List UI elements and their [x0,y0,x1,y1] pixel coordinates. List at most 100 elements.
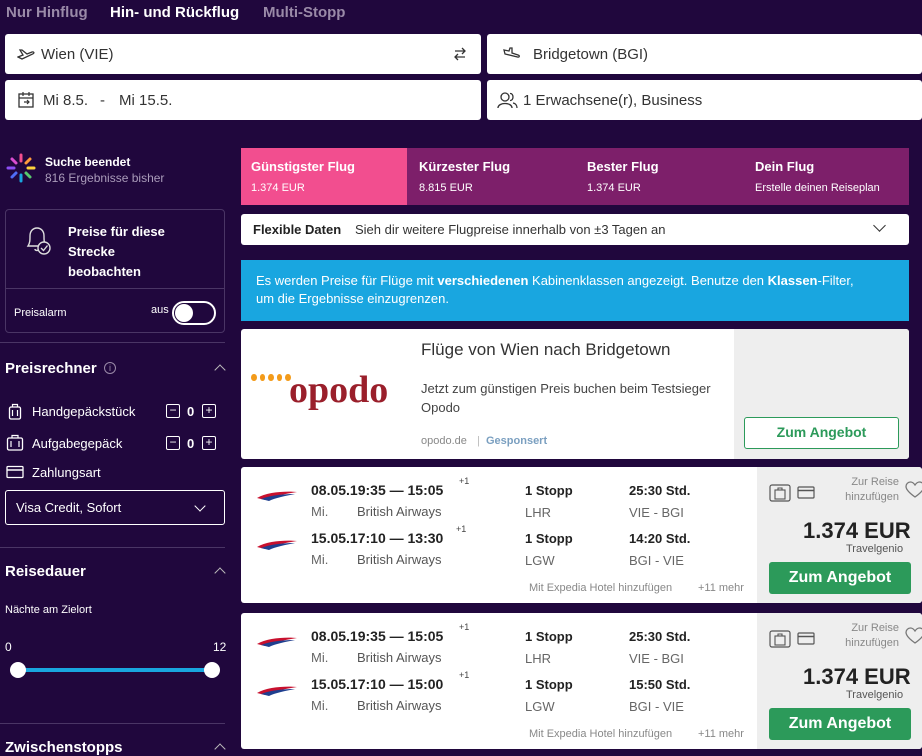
checked-luggage-icon [6,434,24,451]
tab-one-way[interactable]: Nur Hinflug [6,4,88,21]
credit-card-icon [797,632,815,645]
result-provider: Travelgenio [846,689,904,701]
leg-day: Mi. [311,504,329,519]
price-alarm-toggle[interactable] [172,301,216,325]
sponsored-ad-card[interactable]: opodo Flüge von Wien nach Bridgetown Jet… [241,329,909,459]
day-offset: +1 [456,524,467,534]
sort-tab-best[interactable]: Bester Flug 1.374 EUR [577,148,743,205]
checked-luggage-minus-button[interactable]: − [166,436,180,450]
date-separator: - [100,91,106,109]
payment-select[interactable]: Visa Credit, Sofort [5,490,225,525]
result-price-panel: Zur Reise hinzufügen 1.374 EUR Travelgen… [757,467,922,603]
sort-tab-your-flight[interactable]: Dein Flug Erstelle deinen Reiseplan [745,148,909,205]
more-options-link[interactable]: +11 mehr [698,582,744,594]
british-airways-logo-icon [257,637,297,647]
calendar-icon [18,92,34,108]
sort-tab-cheapest[interactable]: Günstigster Flug 1.374 EUR [241,148,407,205]
nights-label: Nächte am Zielort [5,604,92,616]
notice-text: Kabinenklassen angezeigt. Benutze den [528,273,768,288]
return-date[interactable]: Mi 15.5. [119,91,173,109]
plane-takeoff-icon [17,49,35,60]
result-price-panel: Zur Reise hinzufügen 1.374 EUR Travelgen… [757,613,922,749]
leg-stops: 1 Stopp [525,629,573,644]
origin-value: Wien (VIE) [41,45,114,63]
hand-luggage-label: Handgepäckstück [32,404,136,419]
credit-card-icon [6,465,24,479]
add-hotel-link[interactable]: Mit Expedia Hotel hinzufügen [529,728,673,740]
info-icon[interactable]: i [104,362,116,374]
bell-check-icon [26,227,51,255]
stopovers-title: Zwischenstopps [5,739,123,756]
luggage-info-icon [769,630,791,648]
logo-text: opodo [289,369,389,411]
leg-times: 15.05.17:10 — 13:30 [311,530,444,546]
sort-tab-value: 1.374 EUR [251,182,305,194]
heart-icon[interactable] [905,481,922,499]
trip-duration-title: Reisedauer [5,563,86,580]
depart-date[interactable]: Mi 8.5. [43,91,89,109]
add-to-trip-label[interactable]: Zur Reise hinzufügen [845,622,899,649]
offer-button[interactable]: Zum Angebot [769,562,911,594]
date-field[interactable]: Mi 8.5. - Mi 15.5. [5,80,481,120]
leg-route: BGI - VIE [629,553,684,568]
sort-tab-value: 1.374 EUR [587,182,641,194]
leg-day: Mi. [311,698,329,713]
price-watch-title: Preise für diese Strecke beobachten [68,224,165,279]
origin-field[interactable]: Wien (VIE) [5,34,481,74]
chevron-down-icon [873,219,886,232]
divider [0,547,225,548]
leg-via: LGW [525,553,555,568]
notice-class-link[interactable]: Klassen [767,273,818,288]
sort-tab-label: Günstigster Flug [251,159,355,174]
add-hotel-link[interactable]: Mit Expedia Hotel hinzufügen [529,582,673,594]
nights-min: 0 [5,640,12,654]
hand-luggage-count: 0 [187,404,195,419]
flexible-dates-title: Flexible Daten [253,222,342,237]
leg-day: Mi. [311,552,329,567]
leg-airline: British Airways [357,698,442,713]
ad-offer-button[interactable]: Zum Angebot [744,417,899,449]
destination-field[interactable]: Bridgetown (BGI) [487,34,922,74]
price-calculator-title: Preisrechner [5,360,97,377]
tab-multi-stop[interactable]: Multi-Stopp [263,4,346,21]
leg-via: LGW [525,699,555,714]
collapse-price-calc-icon[interactable] [214,364,226,376]
travelers-icon [497,92,518,109]
result-card[interactable]: 08.05.19:35 — 15:05 +1 Mi. British Airwa… [241,467,922,603]
leg-route: BGI - VIE [629,699,684,714]
nights-slider-min-handle[interactable] [10,662,26,678]
collapse-stopovers-icon[interactable] [214,743,226,755]
travelers-field[interactable]: 1 Erwachsene(r), Business [487,80,922,120]
sort-tab-label: Bester Flug [587,159,659,174]
day-offset: +1 [459,622,470,632]
leg-route: VIE - BGI [629,651,684,666]
ad-title: Flüge von Wien nach Bridgetown [421,340,671,359]
leg-airline: British Airways [357,552,442,567]
leg-duration: 25:30 Std. [629,629,691,644]
result-card[interactable]: 08.05.19:35 — 15:05 +1 Mi. British Airwa… [241,613,922,749]
more-options-link[interactable]: +11 mehr [698,728,744,740]
swap-icon[interactable] [453,47,467,61]
ad-separator: | [477,435,480,447]
collapse-duration-icon[interactable] [214,567,226,579]
tab-round-trip[interactable]: Hin- und Rückflug [110,4,240,21]
chevron-down-icon [194,500,206,512]
leg-duration: 15:50 Std. [629,677,691,692]
search-status-title: Suche beendet [45,155,131,169]
leg-airline: British Airways [357,504,442,519]
nights-max: 12 [213,640,227,654]
sort-tab-shortest[interactable]: Kürzester Flug 8.815 EUR [409,148,575,205]
flexible-dates-bar[interactable]: Flexible Daten Sieh dir weitere Flugprei… [241,214,909,245]
offer-button[interactable]: Zum Angebot [769,708,911,740]
hand-luggage-minus-button[interactable]: − [166,404,180,418]
result-price: 1.374 EUR [803,518,911,543]
hand-luggage-icon [8,403,22,420]
hand-luggage-plus-button[interactable]: + [202,404,216,418]
sort-tab-value: 8.815 EUR [419,182,473,194]
flexible-dates-text: Sieh dir weitere Flugpreise innerhalb vo… [355,222,666,237]
heart-icon[interactable] [905,627,922,645]
day-offset: +1 [459,476,470,486]
nights-slider-max-handle[interactable] [204,662,220,678]
add-to-trip-label[interactable]: Zur Reise hinzufügen [845,476,899,503]
checked-luggage-plus-button[interactable]: + [202,436,216,450]
